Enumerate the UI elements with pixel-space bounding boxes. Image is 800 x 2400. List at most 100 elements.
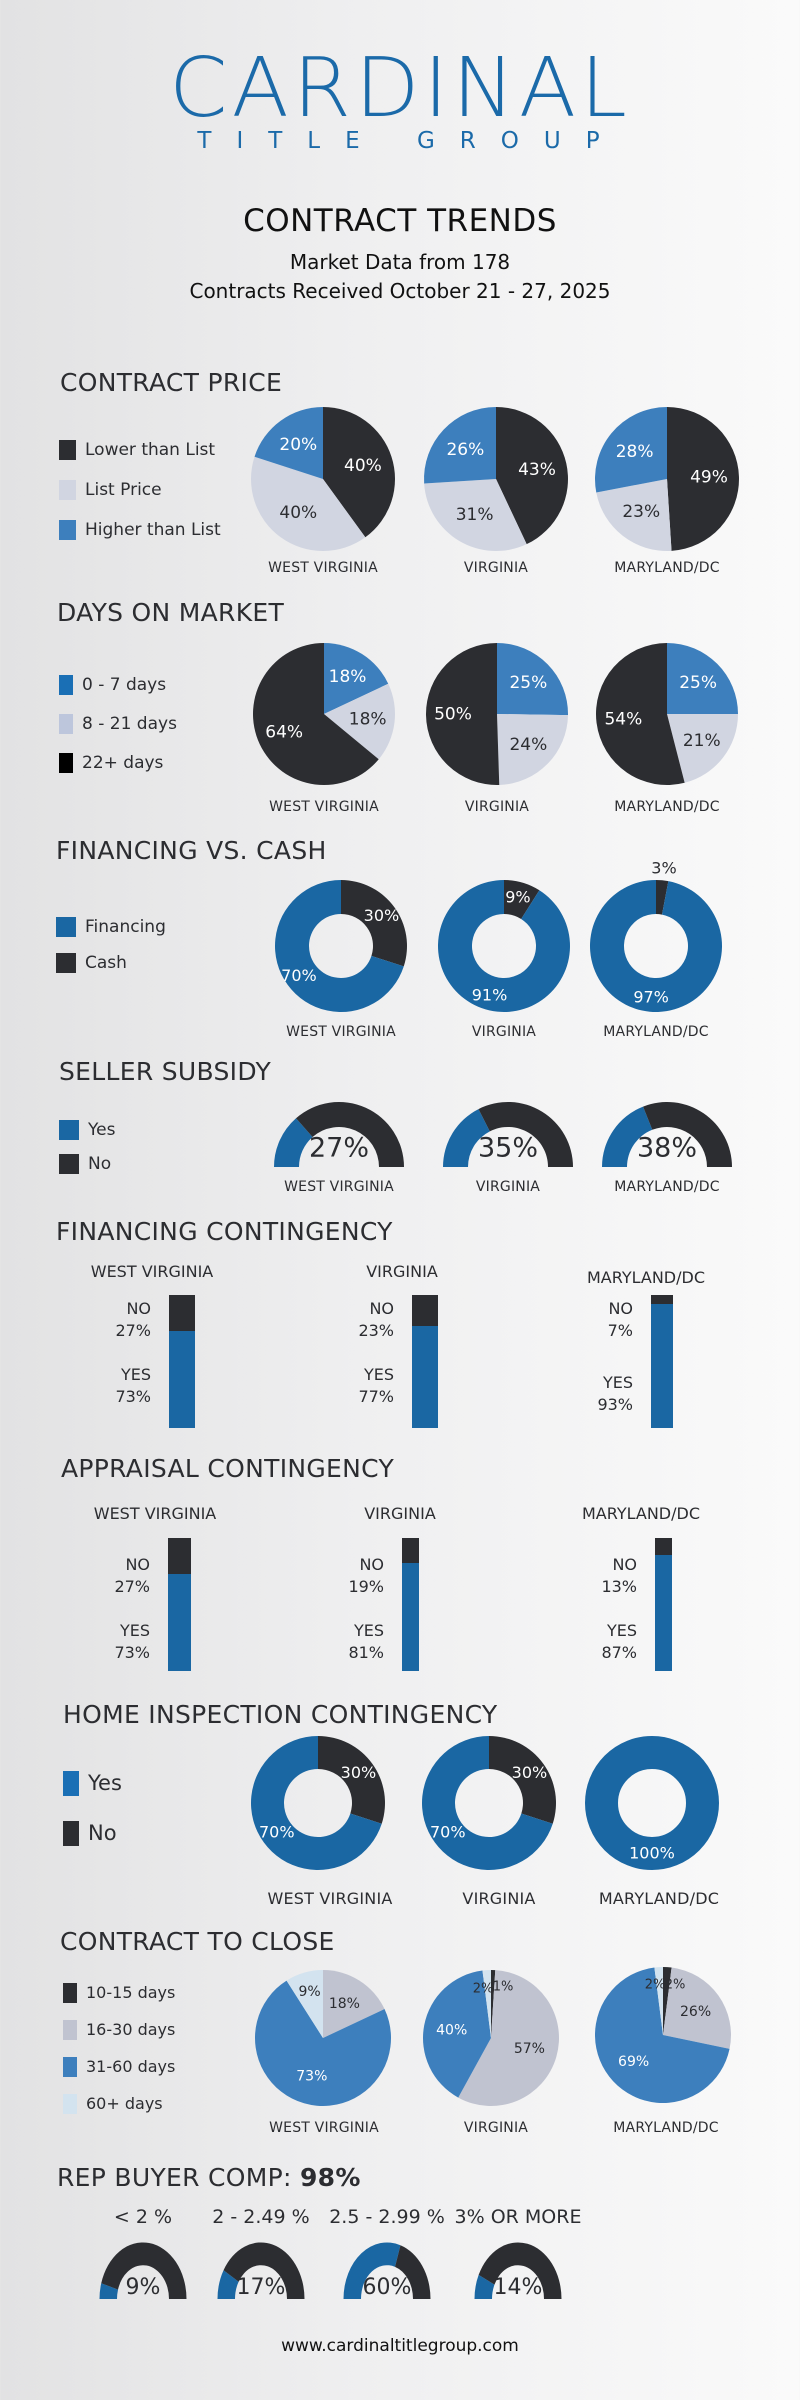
region-label: MARYLAND/DC: [613, 2120, 719, 2136]
pie-slice: [424, 479, 527, 551]
footer-url[interactable]: www.cardinaltitlegroup.com: [281, 2336, 519, 2356]
contract-price-legend: Lower than List List Price Higher than L…: [59, 430, 221, 550]
pie-slice: [667, 407, 740, 551]
bucket-label: 3% OR MORE: [454, 2206, 582, 2228]
financing-vs-cash-legend: Financing Cash: [56, 909, 166, 981]
bar-label-no: NO 27%: [114, 1555, 150, 1596]
legend-swatch: [59, 713, 73, 734]
legend-item: Yes: [63, 1758, 122, 1808]
legend-swatch: [63, 2019, 77, 2040]
region-label: VIRGINIA: [475, 1179, 541, 1195]
region-label: VIRGINIA: [463, 2120, 529, 2136]
region-label: MARYLAND/DC: [598, 1889, 720, 1908]
data-label: 2%: [645, 1978, 666, 1993]
bar-label-yes: YES 73%: [115, 1365, 151, 1406]
legend-swatch: [59, 480, 76, 500]
legend-item: List Price: [59, 470, 221, 510]
bar-label-yes: YES 93%: [597, 1373, 633, 1414]
bucket-label: 2 - 2.49 %: [212, 2206, 310, 2228]
data-label: 70%: [281, 966, 317, 985]
appraisal-contingency-title: APPRAISAL CONTINGENCY: [61, 1454, 395, 1483]
data-label: 50%: [434, 705, 472, 725]
pie-slice: [318, 1736, 385, 1824]
legend-swatch: [63, 1770, 79, 1796]
data-label: 40%: [436, 2023, 467, 2039]
legend-swatch: [56, 917, 76, 937]
gauge-segment-yes: [443, 1109, 490, 1167]
pie-slice: [324, 643, 389, 714]
pie-slice: [595, 643, 685, 785]
bar-segment-yes: [412, 1325, 438, 1428]
data-label: 49%: [690, 468, 728, 488]
legend-label: Financing: [85, 917, 166, 937]
data-label: 70%: [259, 1822, 295, 1841]
legend-label: Lower than List: [85, 440, 216, 460]
pie-slice: [424, 407, 496, 484]
data-label: 69%: [618, 2054, 649, 2070]
gauge-segment-rest: [478, 2242, 562, 2299]
region-label: WEST VIRGINIA: [286, 1024, 396, 1040]
pie-slice: [425, 642, 500, 786]
bar-segment-yes: [655, 1555, 672, 1671]
legend-swatch: [63, 2093, 77, 2114]
pie-slice: [656, 880, 669, 915]
pie-slice: [482, 1970, 491, 2038]
page-subtitle-line1: Market Data from 178: [289, 250, 511, 274]
region-label: VIRGINIA: [364, 1504, 436, 1523]
region-label: WEST VIRGINIA: [93, 1504, 217, 1523]
legend-item: 31-60 days: [63, 2048, 175, 2085]
legend-label: 0 - 7 days: [82, 674, 167, 695]
gauge-segment-rest: [395, 2245, 431, 2299]
legend-item: 16-30 days: [63, 2011, 175, 2048]
data-label: 100%: [629, 1844, 675, 1863]
region-label: WEST VIRGINIA: [284, 1179, 394, 1195]
pie-slice: [667, 643, 738, 714]
bar-segment-no: [168, 1538, 191, 1574]
pie-slice: [323, 1970, 385, 2038]
data-label: 91%: [472, 985, 508, 1004]
pie-slice: [489, 1736, 556, 1824]
data-label: 28%: [616, 442, 654, 462]
gauge-segment-no: [478, 1102, 573, 1167]
bucket-label: < 2 %: [113, 2206, 173, 2228]
pie-slice: [421, 1736, 553, 1870]
bar-segment-no: [412, 1295, 438, 1326]
bar-label-yes: YES 77%: [358, 1365, 394, 1406]
legend-swatch: [56, 953, 76, 973]
gauge-value: 9%: [126, 2275, 161, 2300]
region-label: WEST VIRGINIA: [269, 2120, 379, 2136]
pie-slice: [596, 479, 672, 551]
bar-label-no: NO 13%: [601, 1555, 637, 1596]
comp-gauge: [217, 2242, 305, 2299]
home-inspection-title: HOME INSPECTION CONTINGENCY: [63, 1700, 498, 1729]
legend-label: 8 - 21 days: [82, 713, 177, 734]
data-label: 24%: [509, 735, 547, 755]
gauge-value: 38%: [637, 1133, 697, 1164]
region-label: WEST VIRGINIA: [90, 1262, 214, 1281]
pie-slice: [663, 1967, 672, 2035]
gauge-segment-yes: [602, 1106, 653, 1167]
gauge-value: 14%: [494, 2275, 543, 2300]
pie-slice: [654, 1967, 663, 2035]
data-label: 21%: [683, 731, 721, 751]
bar-segment-yes: [402, 1563, 419, 1671]
legend-swatch: [63, 1982, 77, 2003]
bar-label-yes: YES 81%: [348, 1621, 384, 1662]
pie-slice: [286, 1970, 323, 2038]
pie-slice: [497, 714, 568, 785]
gauge-value: 27%: [309, 1133, 369, 1164]
financing-contingency-title: FINANCING CONTINGENCY: [56, 1217, 393, 1246]
legend-item: 10-15 days: [63, 1974, 175, 2011]
bar-label-no: NO 19%: [348, 1555, 384, 1596]
data-label: 54%: [604, 710, 642, 730]
legend-label: No: [88, 1154, 112, 1174]
legend-item: Yes: [59, 1113, 115, 1147]
data-label: 2%: [665, 1978, 686, 1993]
pie-slice: [496, 407, 568, 545]
pie-slice: [255, 1980, 391, 2106]
gauge-value: 17%: [237, 2275, 286, 2300]
data-label: 57%: [514, 2041, 545, 2057]
financing-vs-cash-title: FINANCING VS. CASH: [56, 836, 327, 865]
legend-item: 22+ days: [59, 743, 177, 782]
legend-swatch: [59, 520, 76, 540]
